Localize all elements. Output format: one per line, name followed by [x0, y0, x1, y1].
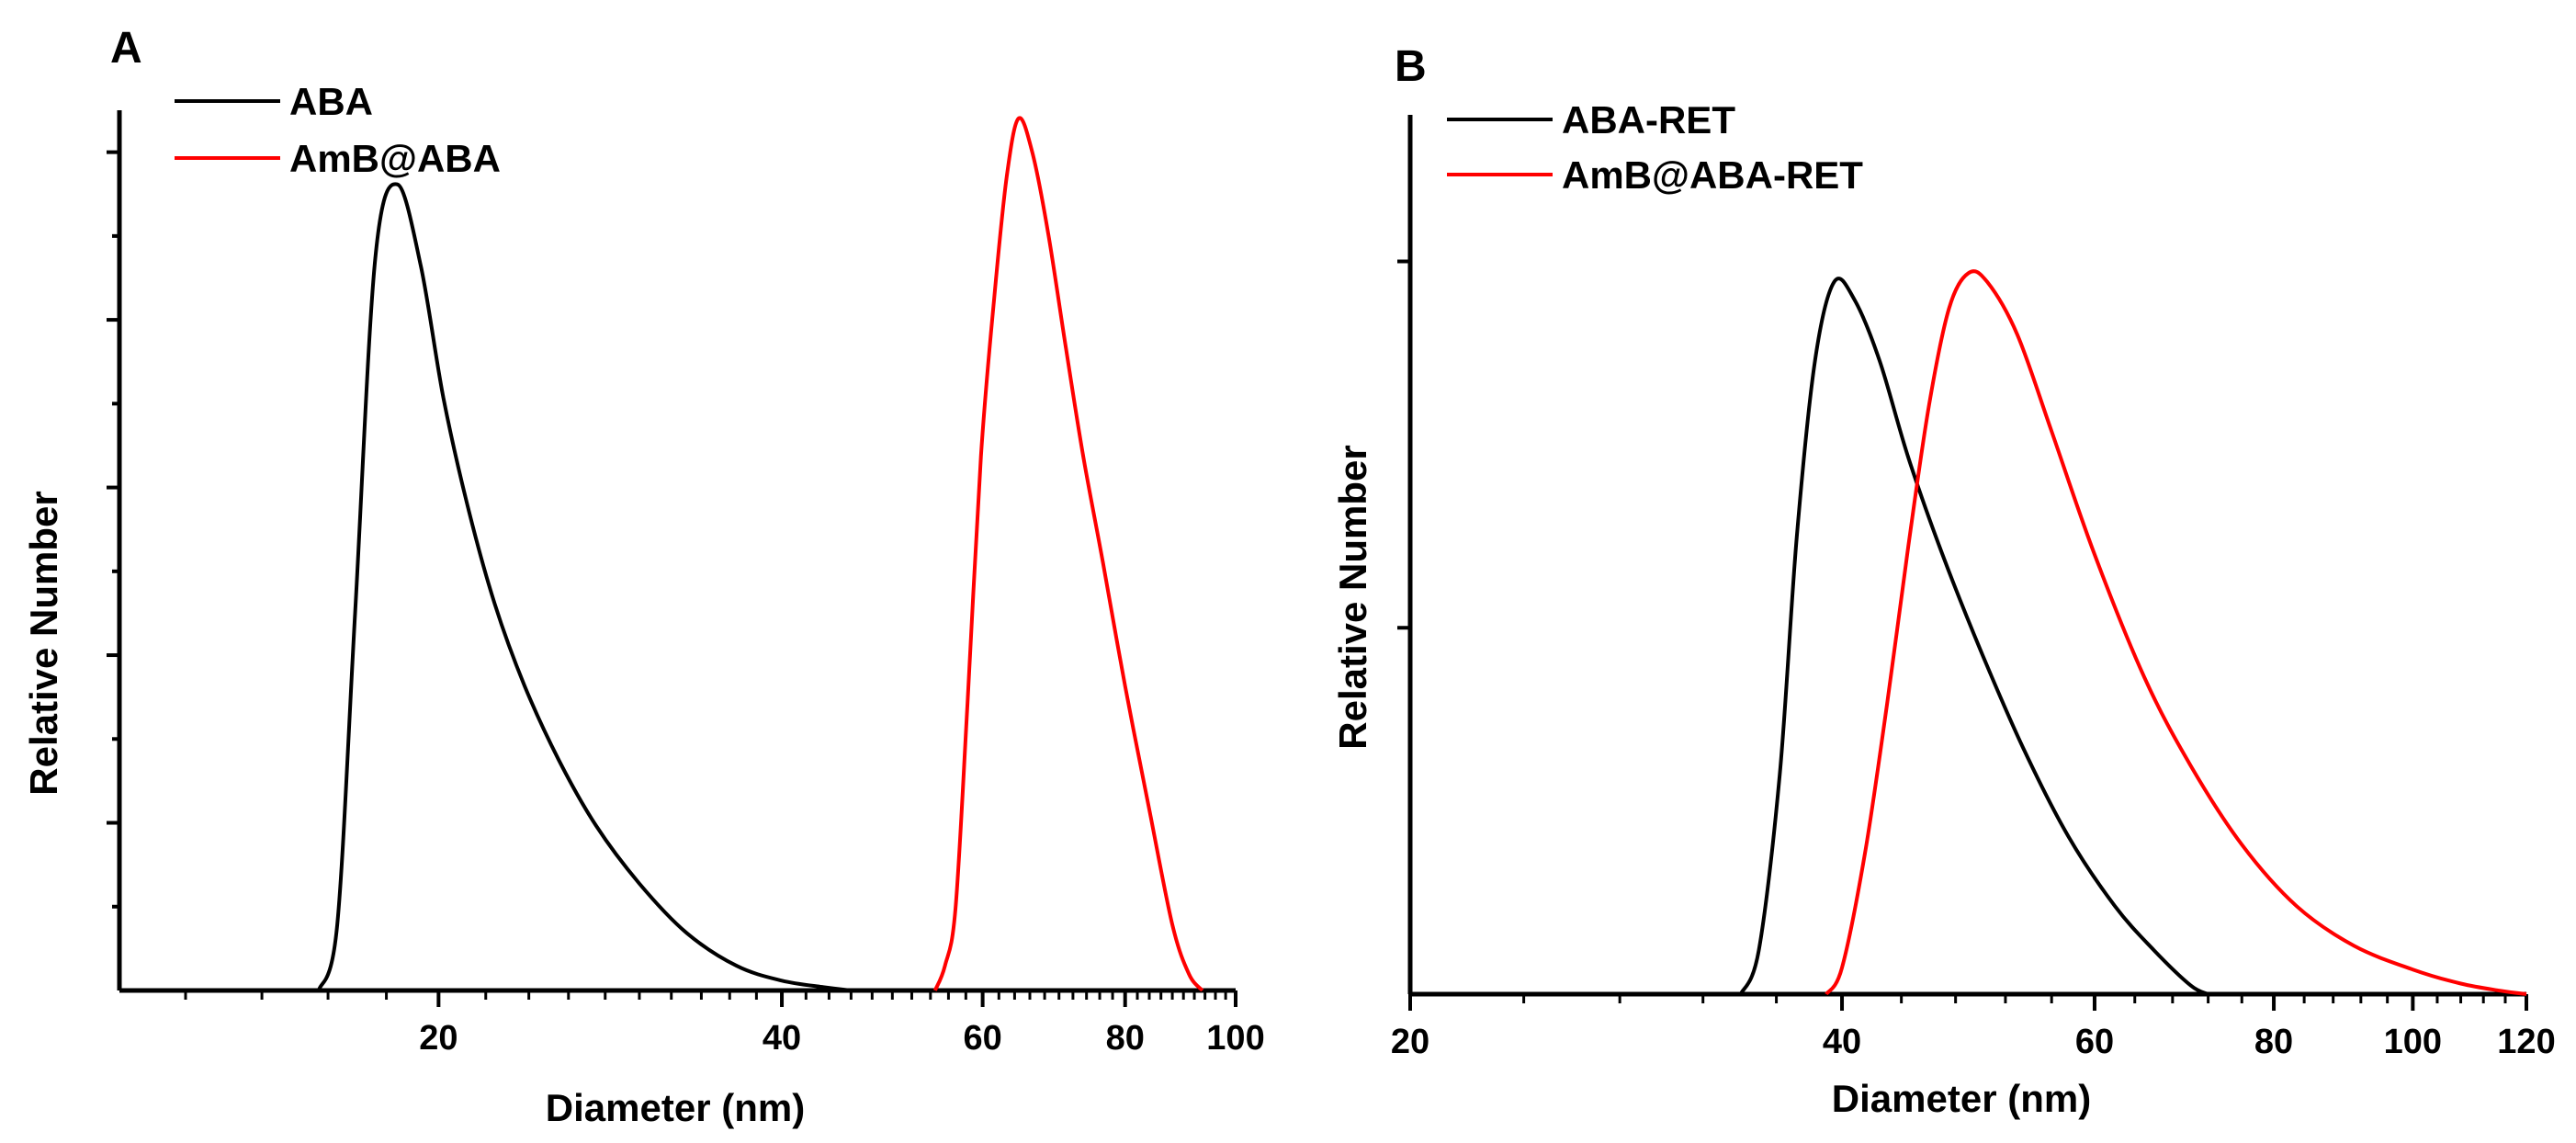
x-tick-label: 120: [2497, 1023, 2555, 1061]
panel-a-axes: [107, 110, 1237, 1007]
panel-b-legend: ABA-RET AmB@ABA-RET: [1447, 98, 1863, 197]
panel-a-series: [316, 116, 1204, 992]
x-tick-label: 80: [2254, 1023, 2293, 1061]
series-line-amb-aba: [932, 116, 1204, 992]
x-tick-label: 80: [1106, 1019, 1145, 1058]
panel-b-x-axis-label: Diameter (nm): [1832, 1077, 2091, 1120]
legend-label-aba-ret: ABA-RET: [1562, 98, 1735, 141]
panel-a-legend: ABA AmB@ABA: [175, 80, 501, 180]
panel-a-x-axis-label: Diameter (nm): [546, 1086, 805, 1129]
panel-b-series: [1738, 269, 2527, 996]
x-tick-label: 60: [963, 1019, 1001, 1058]
x-tick-label: 60: [2075, 1023, 2114, 1061]
series-line-amb-aba-ret: [1825, 269, 2527, 996]
x-tick-label: 100: [1206, 1019, 1264, 1058]
legend-label-aba: ABA: [289, 80, 373, 123]
x-tick-label: 20: [1391, 1023, 1429, 1061]
series-line-aba-ret: [1738, 277, 2209, 996]
panel-b: B 20 40 60 80 100 120 Diameter (nm) Relative …: [1331, 42, 2556, 1120]
panel-b-y-axis-label: Relative Number: [1331, 445, 1374, 749]
panel-a: A 20 40 60 80 100 Diameter (nm) Relative Num…: [22, 24, 1265, 1129]
panel-b-tick-labels: 20 40 60 80 100 120: [1391, 1023, 2556, 1061]
panel-b-axes: [1397, 115, 2528, 1011]
legend-label-amb-aba: AmB@ABA: [289, 137, 501, 180]
x-tick-label: 100: [2384, 1023, 2442, 1061]
x-tick-label: 40: [1823, 1023, 1861, 1061]
panel-a-tick-labels: 20 40 60 80 100: [419, 1019, 1264, 1058]
panel-a-y-axis-label: Relative Number: [22, 491, 65, 795]
panel-a-label: A: [110, 24, 142, 73]
legend-label-amb-aba-ret: AmB@ABA-RET: [1562, 153, 1863, 197]
panel-b-label: B: [1395, 42, 1427, 91]
series-line-aba: [316, 182, 852, 992]
x-tick-label: 40: [763, 1019, 801, 1058]
x-tick-label: 20: [419, 1019, 458, 1058]
